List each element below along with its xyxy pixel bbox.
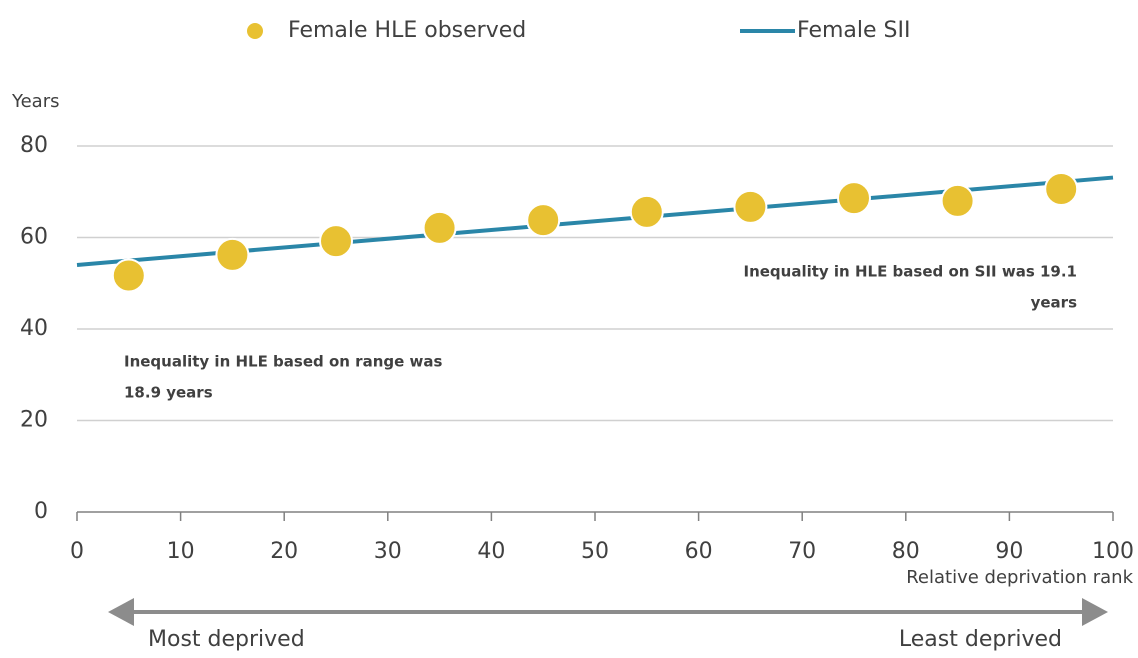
x-tick-label: 30	[374, 539, 402, 564]
data-point	[629, 194, 664, 229]
data-point	[215, 237, 250, 272]
legend-label: Female HLE observed	[288, 18, 526, 43]
y-tick-label: 0	[34, 499, 48, 524]
annotation: 18.9 years	[124, 384, 213, 402]
data-point	[1044, 172, 1079, 207]
legend-label: Female SII	[797, 18, 910, 43]
annotation: years	[1031, 294, 1077, 312]
arrow-label-left: Most deprived	[148, 627, 305, 652]
data-point	[837, 181, 871, 216]
y-tick-label: 20	[20, 408, 48, 433]
deprivation-arrow	[108, 598, 1108, 626]
x-tick-label: 10	[167, 539, 195, 564]
x-tick-label: 100	[1092, 539, 1134, 564]
y-axis-label: Years	[11, 91, 60, 112]
x-tick-label: 60	[685, 539, 713, 564]
x-tick-label: 90	[995, 539, 1023, 564]
data-point	[940, 183, 975, 218]
y-tick-label: 40	[20, 316, 48, 341]
data-point	[733, 189, 768, 224]
arrow-label-right: Least deprived	[899, 627, 1062, 652]
annotation: Inequality in HLE based on range was	[124, 353, 442, 371]
y-tick-label: 80	[20, 133, 48, 158]
y-tick-label: 60	[20, 225, 48, 250]
annotation: Inequality in HLE based on SII was 19.1	[743, 263, 1077, 281]
data-point	[319, 224, 353, 259]
data-point	[111, 258, 146, 293]
x-tick-label: 0	[70, 539, 84, 564]
x-tick-label: 40	[477, 539, 505, 564]
x-axis-label: Relative deprivation rank	[906, 567, 1133, 588]
sii-line	[76, 175, 1114, 267]
x-tick-label: 80	[892, 539, 920, 564]
data-point	[526, 203, 561, 238]
legend-swatch	[247, 23, 263, 39]
x-tick-label: 70	[788, 539, 816, 564]
x-tick-label: 50	[581, 539, 609, 564]
x-tick-label: 20	[270, 539, 298, 564]
data-point	[422, 210, 457, 245]
